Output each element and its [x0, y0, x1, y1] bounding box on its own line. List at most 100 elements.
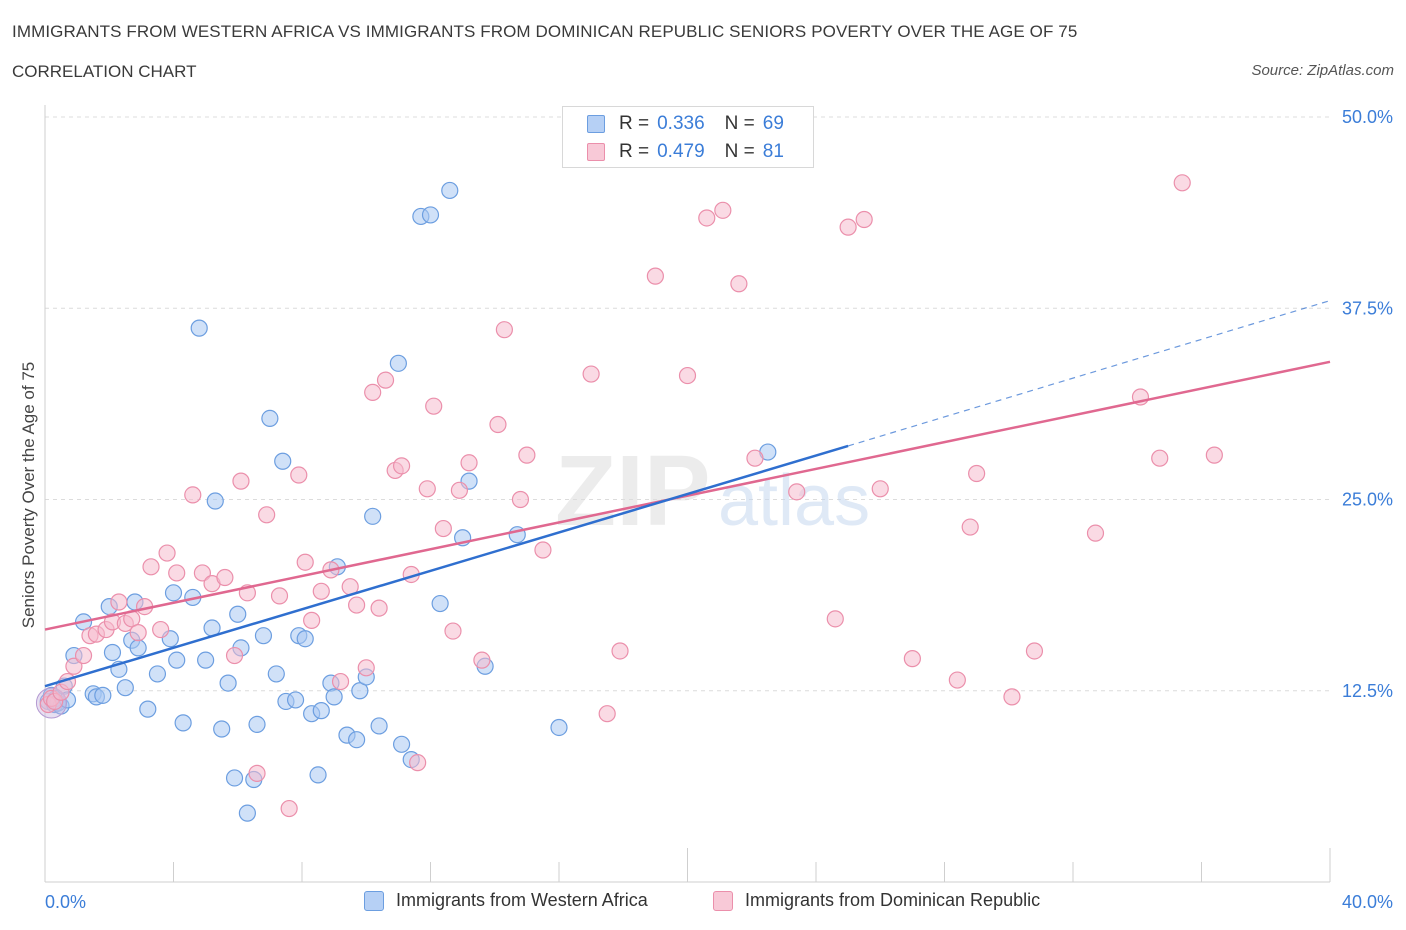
bottom-legend-label: Immigrants from Dominican Republic — [745, 890, 1041, 910]
data-point-western-africa — [286, 691, 305, 709]
legend-swatch-pink — [587, 143, 605, 161]
data-point-western-africa — [267, 665, 285, 683]
y-axis-label: Seniors Poverty Over the Age of 75 — [19, 362, 38, 628]
bottom-legend-dominican: Immigrants from Dominican Republic — [713, 890, 1040, 911]
trend-line-western-africa — [44, 444, 849, 688]
data-point-dominican — [225, 646, 244, 665]
chart-subtitle: CORRELATION CHART — [12, 62, 197, 81]
data-point-dominican — [364, 383, 382, 401]
data-point-dominican — [1173, 174, 1191, 192]
data-point-western-africa — [421, 206, 440, 224]
data-point-western-africa — [219, 674, 237, 692]
bottom-legend-western-africa: Immigrants from Western Africa — [364, 890, 648, 911]
data-point-dominican — [296, 553, 314, 571]
trend-line-western-africa-extension — [847, 300, 1331, 447]
data-point-western-africa — [94, 686, 112, 704]
data-point-dominican — [168, 564, 186, 582]
y-tick-label: 37.5% — [1342, 298, 1393, 318]
series-dominican-republic — [39, 174, 1223, 818]
data-point-dominican — [258, 506, 276, 524]
watermark: ZIP atlas — [555, 435, 870, 547]
legend-r-value: 0.336 — [657, 113, 705, 134]
y-tick-label: 25.0% — [1342, 490, 1393, 510]
source-label: Source: ZipAtlas.com — [1251, 62, 1394, 79]
axis-labels: 12.5% 25.0% 37.5% 50.0% 0.0% 40.0% Seniors Pov… — [19, 107, 1393, 912]
data-point-dominican — [714, 201, 732, 219]
bottom-legend-swatch-blue — [364, 890, 384, 911]
data-point-dominican — [903, 650, 921, 668]
data-point-western-africa — [296, 630, 314, 648]
data-point-western-africa — [225, 769, 244, 787]
data-point-dominican — [348, 596, 366, 614]
data-point-dominican — [1205, 446, 1223, 464]
series-western-africa — [35, 181, 777, 822]
legend-r-label: R = — [619, 141, 650, 162]
legend-n-value: 81 — [762, 141, 784, 162]
data-point-western-africa — [206, 492, 224, 510]
legend-n-label: N = — [724, 141, 755, 162]
data-point-western-africa — [254, 627, 273, 645]
data-point-dominican — [193, 564, 212, 582]
data-point-dominican — [961, 518, 979, 536]
data-point-western-africa — [364, 507, 382, 525]
data-point-dominican — [74, 646, 93, 665]
data-point-western-africa — [351, 682, 369, 700]
data-point-dominican — [698, 209, 716, 227]
data-point-dominican — [611, 642, 629, 660]
data-point-dominican — [425, 397, 443, 415]
data-point-western-africa — [389, 354, 407, 372]
data-point-dominican — [948, 671, 966, 689]
data-point-western-africa — [431, 594, 449, 613]
data-point-dominican — [392, 457, 411, 475]
legend-n-label: N = — [724, 113, 755, 134]
data-point-western-africa — [325, 688, 343, 706]
data-point-dominican — [370, 599, 388, 617]
data-point-dominican — [678, 366, 697, 385]
data-point-dominican — [871, 480, 889, 498]
data-point-western-africa — [148, 665, 167, 683]
data-point-dominican — [110, 593, 128, 611]
data-point-western-africa — [129, 639, 147, 657]
watermark-zip: ZIP — [555, 435, 711, 547]
trend-lines — [44, 300, 1331, 688]
y-tick-label: 50.0% — [1342, 107, 1393, 127]
data-point-dominican — [839, 218, 857, 236]
data-point-dominican — [855, 210, 873, 229]
data-point-dominican — [290, 466, 308, 484]
data-point-western-africa — [238, 804, 256, 822]
data-point-western-africa — [103, 643, 122, 662]
legend-row-western-africa: R = 0.336 N = 69 — [587, 112, 784, 136]
data-point-dominican — [489, 415, 507, 434]
data-point-western-africa — [116, 679, 134, 697]
data-point-dominican — [646, 267, 664, 285]
data-point-dominican — [357, 659, 375, 677]
data-point-western-africa — [348, 731, 366, 749]
data-point-dominican — [152, 620, 170, 639]
data-point-dominican — [158, 544, 176, 562]
data-point-dominican — [331, 672, 350, 691]
data-point-western-africa — [164, 584, 183, 602]
legend-row-dominican: R = 0.479 N = 81 — [587, 140, 784, 164]
data-point-western-africa — [190, 319, 208, 337]
data-point-dominican — [142, 558, 160, 576]
data-point-dominican — [746, 449, 764, 467]
data-point-dominican — [1151, 449, 1169, 467]
data-point-dominican — [534, 541, 552, 559]
legend: R = 0.336 N = 69 R = 0.479 N = 81 — [562, 106, 814, 168]
data-point-dominican — [460, 454, 478, 472]
bottom-legend-label: Immigrants from Western Africa — [396, 890, 648, 910]
data-point-dominican — [450, 481, 469, 499]
data-point-dominican — [270, 587, 289, 605]
data-point-dominican — [511, 490, 530, 509]
x-tick-label: 40.0% — [1342, 892, 1393, 912]
data-point-dominican — [495, 321, 513, 339]
data-point-dominican — [518, 446, 536, 464]
data-point-dominican — [598, 705, 616, 723]
data-point-dominican — [418, 480, 436, 498]
x-tick-label: 0.0% — [45, 892, 86, 912]
axes — [44, 105, 1331, 883]
data-point-dominican — [1003, 688, 1021, 706]
data-point-dominican — [184, 486, 202, 504]
data-point-dominican — [216, 568, 234, 587]
